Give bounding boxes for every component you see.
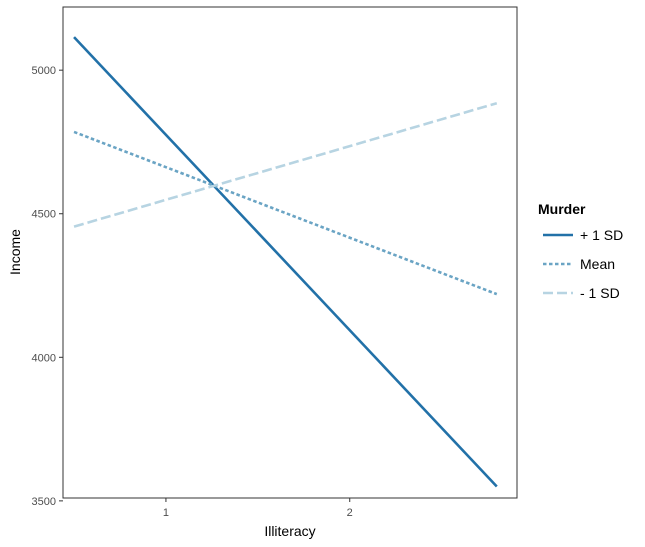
series-lines [73,36,498,488]
x-tick-label: 1 [163,507,169,519]
plot-panel [62,6,518,499]
y-tick-label: 5000 [32,65,56,77]
legend: Murder + 1 SD Mean - 1 SD [538,201,623,301]
legend-label: + 1 SD [580,227,623,243]
y-axis-title: Income [7,229,23,275]
legend-label: Mean [580,256,615,272]
series-line [73,130,498,296]
series-line [73,36,498,488]
y-tick-label: 4000 [32,352,56,364]
legend-title: Murder [538,201,586,217]
y-tick-label: 4500 [32,209,56,221]
legend-label: - 1 SD [580,285,620,301]
y-axis: 3500 4000 4500 5000 [32,65,63,508]
x-axis-title: Illiteracy [264,523,315,539]
series-line [73,101,498,228]
legend-items: + 1 SD Mean - 1 SD [543,227,623,301]
y-tick-label: 3500 [32,496,56,508]
x-tick-label: 2 [347,507,353,519]
